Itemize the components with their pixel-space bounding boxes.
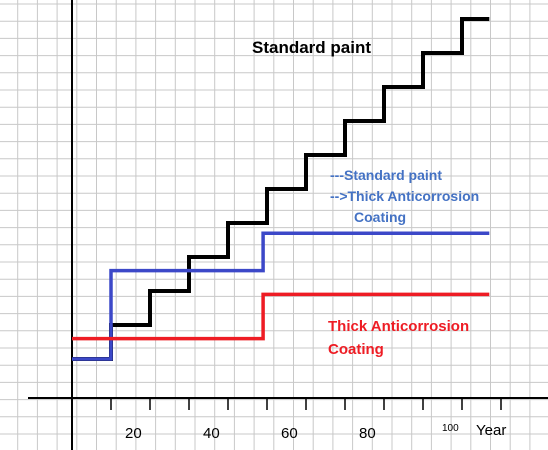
x-axis-ticks xyxy=(110,398,502,410)
switch-label-line3: Coating xyxy=(354,209,406,225)
standard-paint-label: Standard paint xyxy=(252,38,371,57)
switch-label-line2: -->Thick Anticorrosion xyxy=(330,188,479,204)
x-tick-label-40: 40 xyxy=(203,425,220,442)
thick-coating-label-line2: Coating xyxy=(328,341,384,358)
x-tick-label-20: 20 xyxy=(125,425,142,442)
series-thick-anticorrosion-coating xyxy=(72,292,490,341)
x-tick-label-100: 100 xyxy=(442,423,459,434)
x-tick-label-60: 60 xyxy=(281,425,298,442)
x-tick-label-80: 80 xyxy=(359,425,376,442)
x-axis-label: Year xyxy=(476,422,506,439)
thick-coating-label-line1: Thick Anticorrosion xyxy=(328,318,469,335)
series-switch-to-thick-coating xyxy=(72,231,490,361)
switch-label-line1: ---Standard paint xyxy=(330,167,442,183)
series-layer xyxy=(72,17,490,361)
series-standard-paint xyxy=(72,17,490,361)
